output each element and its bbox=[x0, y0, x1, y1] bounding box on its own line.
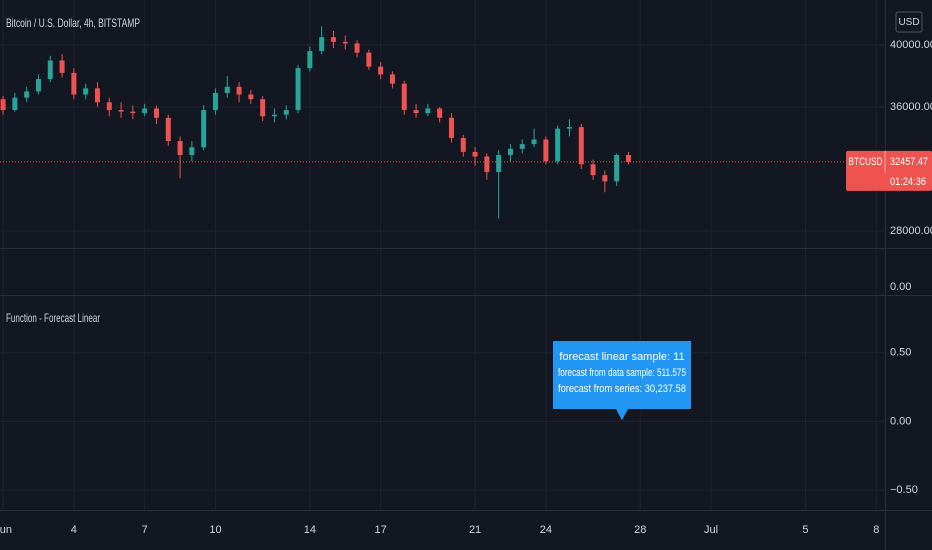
candle-body bbox=[602, 175, 608, 182]
y-tick-label: 28000.00 bbox=[890, 225, 932, 237]
candle-body bbox=[413, 110, 419, 114]
x-tick-label: Jul bbox=[704, 524, 718, 536]
price-label-box bbox=[846, 150, 932, 191]
candle-body bbox=[130, 111, 136, 114]
candle-body bbox=[12, 97, 18, 111]
candle-body bbox=[566, 127, 572, 129]
candle-body bbox=[106, 102, 112, 111]
candle-body bbox=[425, 108, 431, 114]
candle-body bbox=[165, 117, 171, 142]
currency-button[interactable] bbox=[895, 11, 923, 33]
candle-body bbox=[531, 139, 537, 145]
currency-label[interactable]: USD bbox=[898, 17, 919, 28]
candle-body bbox=[35, 79, 41, 92]
candle-body bbox=[189, 147, 195, 155]
x-tick-label: 10 bbox=[209, 524, 221, 536]
overlay: 28000.00 36000.00 40000.00 Jun 4 7 10 14 17 21 24 2… bbox=[0, 39, 932, 536]
candle-body bbox=[614, 155, 620, 182]
candle-body bbox=[484, 156, 490, 173]
x-tick-label: 4 bbox=[71, 524, 77, 536]
candle-body bbox=[448, 117, 454, 138]
last-price-label: 32457.47 bbox=[890, 156, 928, 168]
candle-body bbox=[437, 108, 443, 118]
candle-body bbox=[389, 74, 395, 84]
grid bbox=[0, 0, 885, 510]
candle-body bbox=[0, 99, 6, 111]
x-tick-label: 28 bbox=[634, 524, 646, 536]
candle-body bbox=[271, 114, 277, 117]
tooltip-box bbox=[553, 341, 691, 421]
y-tick-label: 0.00 bbox=[890, 415, 911, 427]
symbol-title: Bitcoin / U.S. Dollar, 4h, BITSTAMP bbox=[6, 16, 140, 30]
candle-body bbox=[319, 37, 325, 52]
candle-body bbox=[224, 86, 230, 93]
candle-body bbox=[47, 60, 53, 80]
candle-body bbox=[330, 37, 336, 42]
tooltip-line: forecast from series: 30,237.58 bbox=[558, 383, 686, 395]
candle-body bbox=[590, 164, 596, 176]
candle-body bbox=[354, 43, 360, 53]
candle-body bbox=[283, 110, 289, 115]
candle-body bbox=[71, 72, 77, 95]
x-tick-label: 24 bbox=[540, 524, 552, 536]
candle-body bbox=[460, 137, 466, 152]
tooltip-line: forecast linear sample: 11 bbox=[559, 351, 684, 363]
x-tick-label: Jun bbox=[0, 524, 12, 536]
candle-body bbox=[153, 108, 159, 118]
candle-body bbox=[212, 93, 218, 111]
candle-body bbox=[24, 91, 30, 98]
x-tick-label: 8 bbox=[873, 524, 879, 536]
candle-body bbox=[401, 83, 407, 111]
candle-body bbox=[472, 151, 478, 157]
y-tick-label: 40000.00 bbox=[890, 39, 932, 51]
candle-body bbox=[201, 110, 207, 148]
y-tick-label: 0.50 bbox=[890, 347, 911, 359]
candle-body bbox=[378, 66, 384, 75]
candle-body bbox=[578, 127, 584, 165]
candle-body bbox=[519, 144, 525, 149]
x-tick-label: 17 bbox=[375, 524, 387, 536]
candle-body bbox=[543, 139, 549, 162]
candle-body bbox=[260, 99, 266, 117]
candle-body bbox=[366, 52, 372, 67]
y-tick-label: 36000.00 bbox=[890, 101, 932, 113]
candle-body bbox=[177, 141, 183, 155]
candle-body bbox=[142, 108, 148, 114]
candle-body bbox=[307, 51, 313, 69]
x-tick-label: 14 bbox=[304, 524, 316, 536]
y-tick-label: −0.50 bbox=[890, 484, 918, 496]
candle-body bbox=[236, 86, 242, 95]
candle-body bbox=[555, 128, 561, 162]
x-tick-label: 7 bbox=[142, 524, 148, 536]
candle-body bbox=[295, 68, 301, 111]
candle-body bbox=[507, 148, 513, 155]
candle-body bbox=[625, 155, 631, 162]
candle-body bbox=[59, 60, 65, 73]
y-tick-label: 0.00 bbox=[890, 281, 911, 293]
tooltip-line: forecast from data sample: 511.575 bbox=[558, 367, 686, 379]
x-tick-label: 5 bbox=[802, 524, 808, 536]
candle-body bbox=[342, 41, 348, 44]
candle-body bbox=[248, 94, 254, 100]
countdown-label: 01:24:36 bbox=[890, 176, 926, 188]
candles bbox=[0, 26, 631, 219]
indicator-title: Function - Forecast Linear bbox=[6, 311, 100, 325]
candle-body bbox=[496, 155, 502, 173]
x-tick-label: 21 bbox=[469, 524, 481, 536]
candle-body bbox=[118, 110, 124, 112]
symbol-label: BTCUSD bbox=[849, 156, 883, 168]
candle-body bbox=[94, 88, 100, 103]
candle-body bbox=[83, 88, 89, 95]
